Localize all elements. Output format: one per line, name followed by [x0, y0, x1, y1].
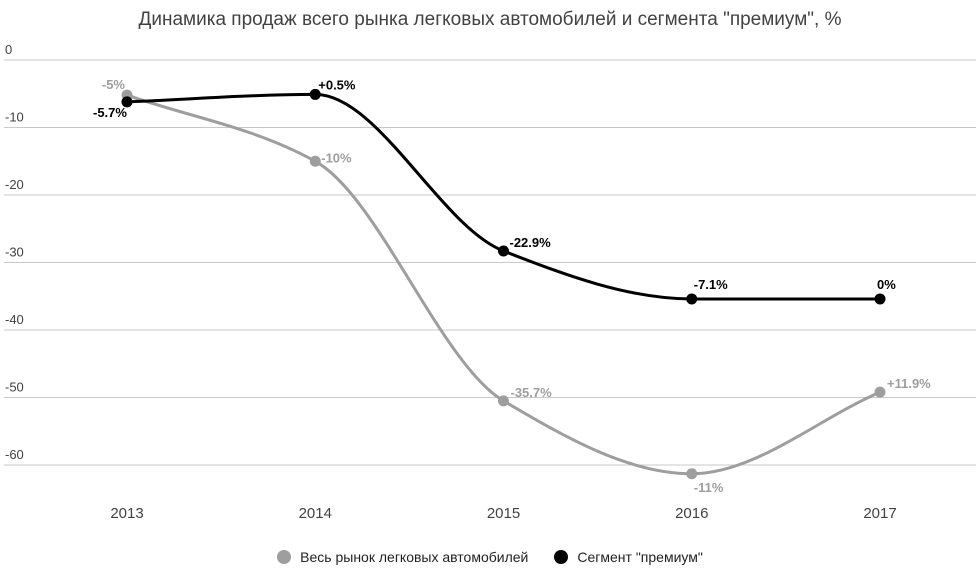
y-tick-label: -60 — [5, 447, 24, 462]
data-point-label-market-2014: -10% — [321, 150, 352, 165]
data-point-label-market-2017: +11.9% — [887, 376, 931, 391]
data-point-label-market-2013: -5% — [102, 77, 126, 92]
series-line-premium — [125, 92, 882, 301]
data-point-market-2015[interactable] — [498, 395, 509, 407]
y-tick-label: -10 — [5, 110, 24, 125]
data-point-premium-2013[interactable] — [121, 96, 133, 108]
y-tick-label: -40 — [5, 312, 24, 327]
data-point-market-2014[interactable] — [309, 155, 321, 167]
data-point-label-premium-2014: +0.5% — [318, 77, 356, 92]
data-point-label-premium-2015: -22.9% — [510, 235, 552, 250]
line-chart-plot-area: 0 -10 -20 -30 -40 -50 -60 2013 2014 2015 2016 2017 -… — [4, 42, 976, 522]
y-tick-label: -50 — [5, 380, 24, 395]
data-point-premium-2016[interactable] — [686, 293, 698, 305]
x-tick-label: 2016 — [675, 505, 708, 522]
data-point-label-premium-2013: -5.7% — [93, 105, 127, 120]
legend-label-market: Весь рынок легковых автомобилей — [300, 549, 529, 565]
legend-item-premium[interactable]: Сегмент "премиум" — [554, 549, 703, 565]
data-point-premium-2015[interactable] — [498, 245, 509, 257]
x-tick-label: 2013 — [110, 505, 143, 522]
y-tick-label: 0 — [5, 42, 12, 57]
series-line-market — [125, 93, 882, 476]
data-point-premium-2014[interactable] — [309, 88, 321, 100]
chart-title: Динамика продаж всего рынка легковых авт… — [138, 9, 842, 30]
y-tick-label: -30 — [5, 245, 24, 260]
legend-marker-premium-icon — [554, 550, 569, 564]
data-point-premium-2017[interactable] — [874, 293, 886, 305]
x-tick-label: 2017 — [863, 505, 896, 522]
legend-marker-market-icon — [277, 550, 292, 564]
data-point-label-premium-2017: 0% — [877, 277, 896, 292]
data-point-market-2016[interactable] — [686, 468, 698, 480]
legend-item-market[interactable]: Весь рынок легковых автомобилей — [277, 549, 528, 565]
data-point-label-market-2015: -35.7% — [511, 385, 553, 400]
legend-label-premium: Сегмент "премиум" — [577, 549, 703, 565]
y-tick-label: -20 — [5, 177, 24, 192]
data-point-label-market-2016: -11% — [694, 480, 724, 495]
data-point-label-premium-2016: -7.1% — [694, 277, 728, 292]
x-tick-label: 2015 — [487, 505, 520, 522]
x-tick-label: 2014 — [299, 505, 332, 522]
legend: Весь рынок легковых автомобилей Сегмент … — [0, 549, 980, 565]
data-point-market-2017[interactable] — [874, 386, 886, 398]
